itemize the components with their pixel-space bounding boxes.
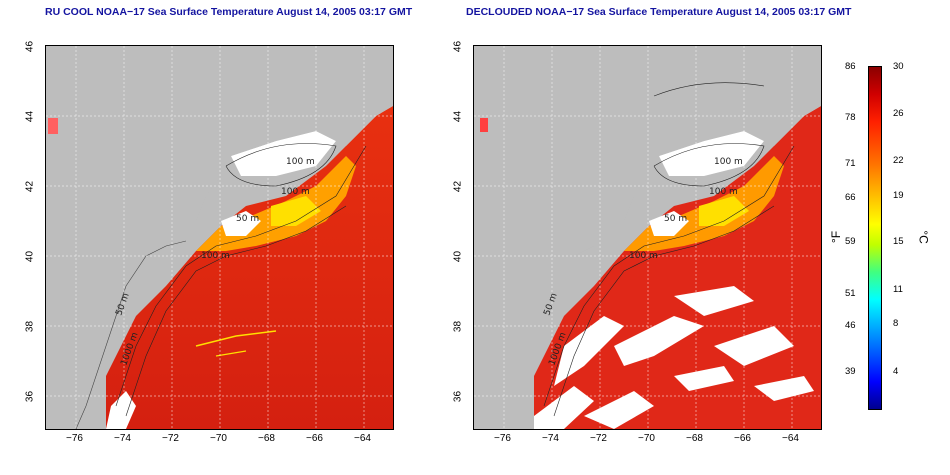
- celsius-unit: °C: [916, 230, 931, 244]
- c-tick: 19: [893, 190, 904, 201]
- lon-tick: −74: [114, 433, 131, 444]
- lon-tick: −72: [162, 433, 179, 444]
- lat-tick: 40: [24, 250, 36, 263]
- f-tick: 51: [845, 288, 856, 299]
- lat-tick: 40: [452, 250, 464, 263]
- lat-tick: 46: [24, 40, 36, 53]
- contour-label: 100 m: [629, 251, 658, 261]
- lat-tick: 36: [24, 390, 36, 403]
- sst-map-declouded: 100 m 100 m 50 m 100 m 50 m 1000 m: [473, 45, 822, 430]
- c-tick: 11: [893, 284, 903, 295]
- f-tick: 39: [845, 366, 856, 377]
- sst-map-raw: 100 m 100 m 50 m 100 m 50 m 1000 m: [45, 45, 394, 430]
- title-left: RU COOL NOAA−17 Sea Surface Temperature …: [45, 6, 413, 18]
- lon-tick: −76: [494, 433, 511, 444]
- lat-tick: 46: [452, 40, 464, 53]
- lat-tick: 42: [452, 180, 464, 193]
- contour-label: 100 m: [201, 251, 230, 261]
- colorbar: [868, 66, 882, 410]
- contour-label: 50 m: [236, 214, 259, 224]
- f-tick: 66: [845, 192, 856, 203]
- c-tick: 8: [893, 318, 899, 329]
- lon-tick: −66: [306, 433, 323, 444]
- title-right: DECLOUDED NOAA−17 Sea Surface Temperatur…: [466, 6, 852, 18]
- lat-tick: 42: [24, 180, 36, 193]
- f-tick: 71: [845, 158, 856, 169]
- lon-tick: −76: [66, 433, 83, 444]
- lon-tick: −74: [542, 433, 559, 444]
- f-tick: 86: [845, 61, 856, 72]
- lat-tick: 44: [452, 110, 464, 123]
- lat-tick: 38: [452, 320, 464, 333]
- contour-label: 100 m: [281, 187, 310, 197]
- contour-label: 50 m: [664, 214, 687, 224]
- lon-tick: −70: [210, 433, 227, 444]
- c-tick: 4: [893, 366, 899, 377]
- c-tick: 15: [893, 236, 904, 247]
- lon-tick: −70: [638, 433, 655, 444]
- lat-tick: 44: [24, 110, 36, 123]
- lon-tick: −72: [590, 433, 607, 444]
- contour-label: 100 m: [714, 157, 743, 167]
- lon-tick: −64: [782, 433, 799, 444]
- lon-tick: −68: [258, 433, 275, 444]
- f-tick: 78: [845, 112, 856, 123]
- fahrenheit-unit: °F: [829, 230, 844, 244]
- contour-label: 100 m: [286, 157, 315, 167]
- contour-label: 100 m: [709, 187, 738, 197]
- f-tick: 59: [845, 236, 856, 247]
- lat-tick: 36: [452, 390, 464, 403]
- lat-tick: 38: [24, 320, 36, 333]
- lon-tick: −68: [686, 433, 703, 444]
- c-tick: 26: [893, 108, 904, 119]
- lon-tick: −66: [734, 433, 751, 444]
- f-tick: 46: [845, 320, 856, 331]
- c-tick: 30: [893, 61, 904, 72]
- lon-tick: −64: [354, 433, 371, 444]
- c-tick: 22: [893, 155, 904, 166]
